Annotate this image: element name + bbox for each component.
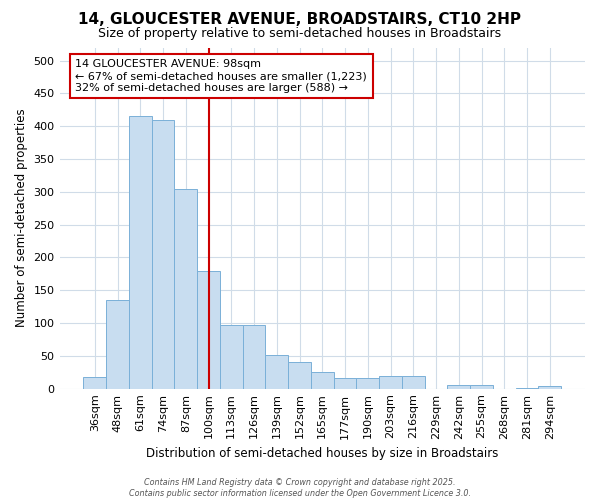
Bar — [311, 372, 334, 388]
X-axis label: Distribution of semi-detached houses by size in Broadstairs: Distribution of semi-detached houses by … — [146, 447, 499, 460]
Bar — [242, 325, 265, 388]
Bar — [356, 378, 379, 388]
Bar — [334, 378, 356, 388]
Bar — [220, 325, 242, 388]
Bar — [379, 376, 402, 388]
Bar — [538, 386, 561, 388]
Text: 14 GLOUCESTER AVENUE: 98sqm
← 67% of semi-detached houses are smaller (1,223)
32: 14 GLOUCESTER AVENUE: 98sqm ← 67% of sem… — [76, 60, 367, 92]
Text: 14, GLOUCESTER AVENUE, BROADSTAIRS, CT10 2HP: 14, GLOUCESTER AVENUE, BROADSTAIRS, CT10… — [79, 12, 521, 28]
Y-axis label: Number of semi-detached properties: Number of semi-detached properties — [15, 109, 28, 328]
Bar — [402, 376, 425, 388]
Bar — [470, 384, 493, 388]
Bar — [197, 270, 220, 388]
Text: Contains HM Land Registry data © Crown copyright and database right 2025.
Contai: Contains HM Land Registry data © Crown c… — [129, 478, 471, 498]
Bar — [83, 377, 106, 388]
Bar — [288, 362, 311, 388]
Text: Size of property relative to semi-detached houses in Broadstairs: Size of property relative to semi-detach… — [98, 28, 502, 40]
Bar — [129, 116, 152, 388]
Bar — [265, 354, 288, 388]
Bar — [106, 300, 129, 388]
Bar — [175, 188, 197, 388]
Bar — [152, 120, 175, 388]
Bar — [448, 384, 470, 388]
